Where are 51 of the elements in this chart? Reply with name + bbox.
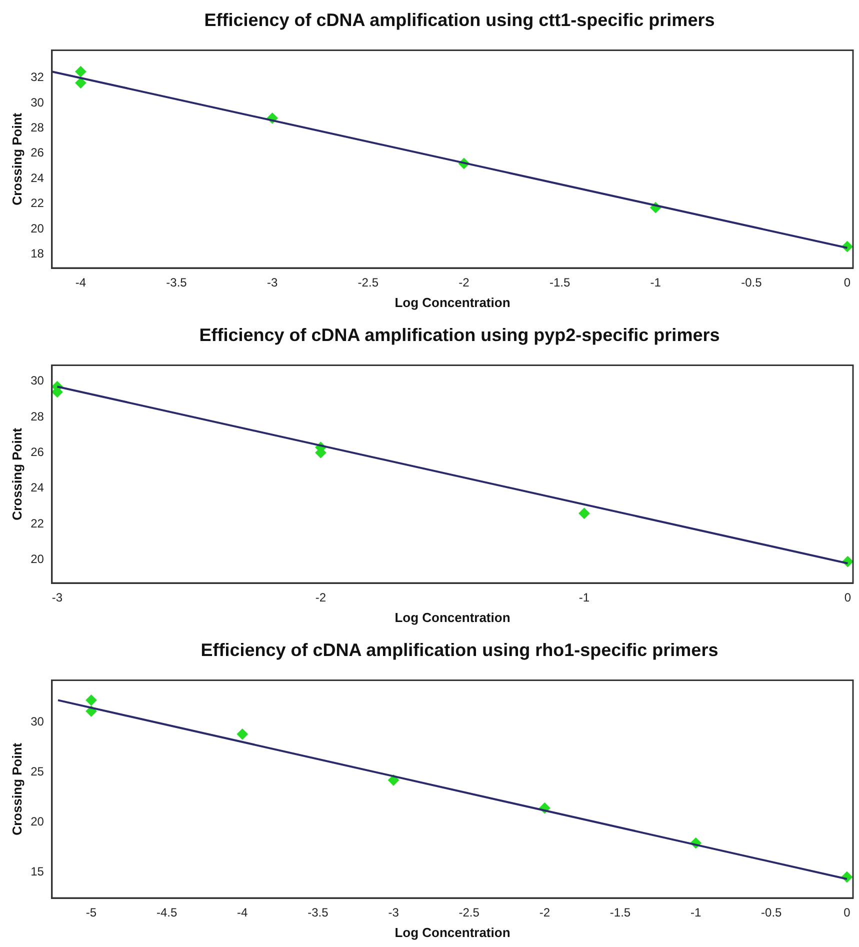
y-axis-title: Crossing Point <box>9 427 24 520</box>
x-axis-title: Log Concentration <box>394 924 510 940</box>
chart-title: Efficiency of cDNA amplification using ctt1-specific primers <box>203 9 716 32</box>
y-tick-label: 15 <box>30 864 44 878</box>
y-axis-title: Crossing Point <box>9 112 24 206</box>
y-tick-label: 22 <box>30 516 44 530</box>
y-tick-label: 20 <box>30 552 44 566</box>
y-tick-label: 20 <box>30 814 44 828</box>
x-tick-label: -5 <box>86 906 97 920</box>
y-tick-label: 22 <box>30 196 44 210</box>
x-axis-title: Log Concentration <box>394 294 510 310</box>
x-tick-label: -2 <box>458 276 470 290</box>
x-tick-label: 0 <box>844 906 851 920</box>
x-tick-label: -2 <box>315 590 326 605</box>
y-tick-label: 24 <box>30 480 44 495</box>
x-tick-label: -3.5 <box>308 906 329 920</box>
x-tick-label: -4 <box>237 906 248 920</box>
y-tick-label: 26 <box>30 444 44 459</box>
chart-title: Efficiency of cDNA amplification using rho1-specific primers <box>200 639 720 662</box>
y-tick-label: 26 <box>30 146 44 160</box>
x-tick-label: -0.5 <box>761 906 782 920</box>
x-tick-label: -1.5 <box>610 906 631 920</box>
x-tick-label: -1 <box>690 906 702 920</box>
y-tick-label: 28 <box>30 409 44 424</box>
x-tick-label: -1 <box>578 590 590 605</box>
x-tick-label: -2.5 <box>458 906 480 920</box>
x-tick-label: -2 <box>539 906 550 920</box>
y-tick-label: 24 <box>30 170 44 185</box>
x-tick-label: 0 <box>844 276 851 290</box>
y-tick-label: 30 <box>30 95 44 110</box>
y-tick-label: 30 <box>30 374 44 388</box>
x-tick-label: -4.5 <box>156 906 178 920</box>
y-axis-title: Crossing Point <box>9 742 24 836</box>
x-tick-label: -3 <box>388 906 400 920</box>
x-axis-title: Log Concentration <box>394 610 510 625</box>
y-tick-label: 18 <box>30 246 44 260</box>
y-tick-label: 30 <box>30 714 44 728</box>
chart-title: Efficiency of cDNA amplification using pyp2-specific primers <box>198 324 721 347</box>
y-tick-label: 28 <box>30 120 44 135</box>
x-tick-label: -3 <box>52 590 63 605</box>
y-tick-label: 32 <box>30 70 44 84</box>
x-tick-label: -0.5 <box>741 276 762 290</box>
y-tick-label: 25 <box>30 764 44 778</box>
x-tick-label: -3.5 <box>166 276 188 290</box>
x-tick-label: -1.5 <box>549 276 570 290</box>
x-tick-label: 0 <box>844 590 852 605</box>
x-tick-label: -1 <box>650 276 662 290</box>
x-tick-label: -4 <box>75 276 86 290</box>
x-tick-label: -3 <box>266 276 278 290</box>
x-tick-label: -2.5 <box>358 276 379 290</box>
y-tick-label: 20 <box>30 221 44 236</box>
